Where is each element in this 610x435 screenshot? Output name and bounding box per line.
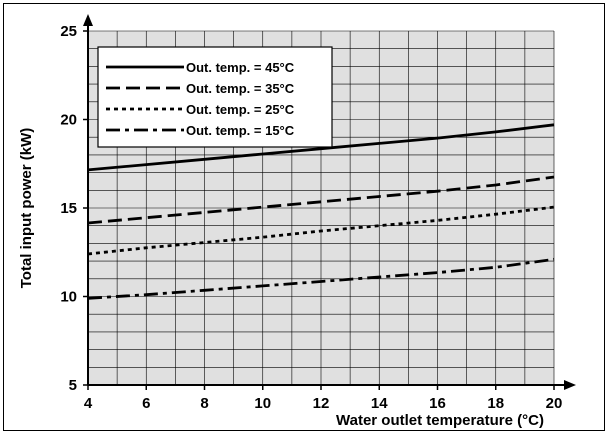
series-line-1 — [87, 123, 555, 172]
line-chart: 4 6 8 10 12 14 16 18 20 5 10 15 20 25 Water outlet te… — [18, 14, 576, 429]
y-tick-label: 10 — [60, 289, 77, 306]
legend-label: Out. temp. = 35°C — [186, 81, 295, 96]
axes — [83, 14, 576, 390]
y-tick-label: 20 — [60, 112, 77, 129]
x-tick-label: 20 — [546, 395, 563, 412]
series-line-3 — [87, 205, 555, 256]
x-tick-label: 14 — [371, 395, 388, 412]
legend-label: Out. temp. = 15°C — [186, 123, 295, 138]
legend-label: Out. temp. = 45°C — [186, 60, 295, 75]
legend-label: Out. temp. = 25°C — [186, 102, 295, 117]
x-tick-label: 8 — [200, 395, 208, 412]
legend: Out. temp. = 45°C Out. temp. = 35°C Out. t… — [97, 46, 333, 148]
chart-frame: 4 6 8 10 12 14 16 18 20 5 10 15 20 25 Water outlet te… — [3, 3, 605, 431]
y-tick-label: 25 — [60, 23, 77, 40]
series-line-4 — [87, 257, 555, 300]
x-tick-label: 4 — [84, 395, 93, 412]
x-tick-label: 18 — [487, 395, 504, 412]
series-layer — [87, 123, 555, 300]
x-tick-label: 10 — [254, 395, 271, 412]
series-line-2 — [87, 175, 555, 225]
x-axis-arrow-icon — [564, 380, 576, 390]
y-tick-label: 5 — [69, 377, 77, 394]
tick-labels: 4 6 8 10 12 14 16 18 20 5 10 15 20 25 — [60, 23, 562, 412]
x-tick-label: 16 — [429, 395, 446, 412]
y-axis-arrow-icon — [83, 14, 93, 26]
x-tick-label: 6 — [142, 395, 150, 412]
y-tick-label: 15 — [60, 200, 77, 217]
x-tick-label: 12 — [313, 395, 330, 412]
x-axis-title: Water outlet temperature (°C) — [336, 412, 544, 429]
y-axis-title: Total input power (kW) — [18, 128, 35, 289]
